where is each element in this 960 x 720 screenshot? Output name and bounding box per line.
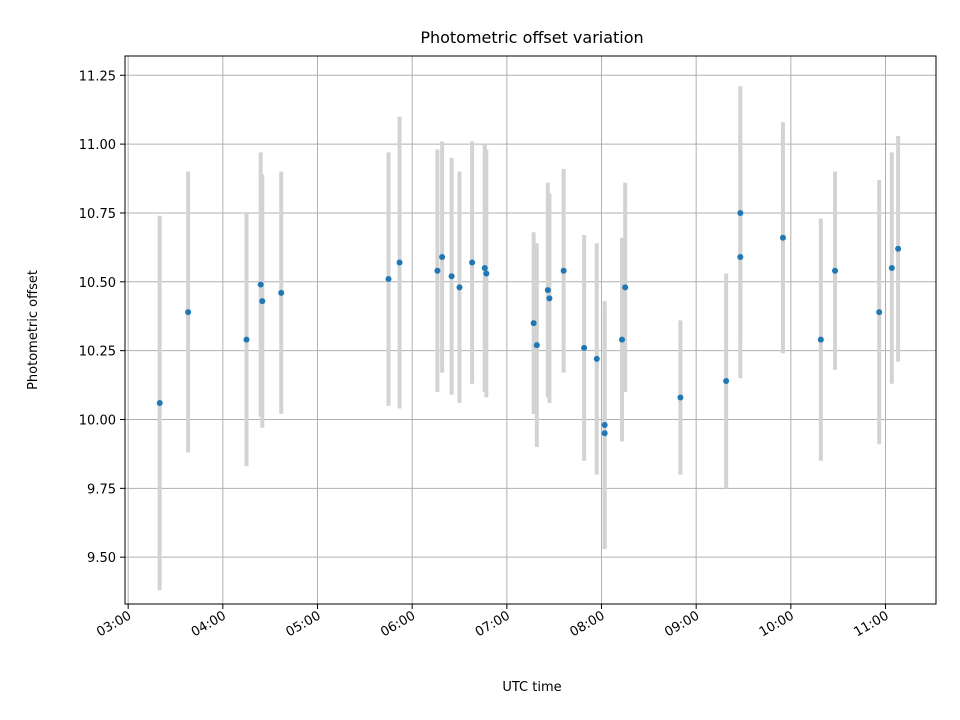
x-tick-label: 08:00 [568, 608, 608, 640]
y-tick-label: 9.75 [87, 482, 116, 497]
plot-frame [124, 55, 937, 605]
data-point [385, 276, 392, 283]
data-point [876, 309, 883, 316]
data-point [622, 284, 629, 291]
y-tick-label: 11.25 [79, 69, 116, 84]
data-point [469, 259, 476, 266]
data-point [601, 430, 608, 437]
chart-title: Photometric offset variation [420, 28, 643, 47]
data-point [396, 259, 403, 266]
data-point [593, 355, 600, 362]
x-tick-label: 04:00 [189, 608, 229, 640]
data-point [832, 267, 839, 274]
data-point [895, 245, 902, 252]
data-point [434, 267, 441, 274]
data-point [185, 309, 192, 316]
data-point [456, 284, 463, 291]
data-point [448, 273, 455, 280]
data-point [737, 209, 744, 216]
y-tick-label: 9.50 [87, 551, 116, 566]
data-point [723, 377, 730, 384]
x-axis-label: UTC time [502, 680, 561, 695]
x-tick-label: 09:00 [662, 608, 702, 640]
point-layer [156, 209, 902, 437]
x-tick-label: 06:00 [378, 608, 418, 640]
data-point [601, 422, 608, 429]
data-point [737, 254, 744, 261]
x-tick-label: 10:00 [757, 608, 797, 640]
data-point [546, 295, 553, 302]
data-point [257, 281, 264, 288]
y-tick-label: 10.75 [79, 207, 116, 222]
data-point [483, 270, 490, 277]
data-point [530, 320, 537, 327]
data-point [439, 254, 446, 261]
x-tick-label: 03:00 [94, 608, 134, 640]
y-tick-label: 10.50 [79, 276, 116, 291]
data-point [779, 234, 786, 241]
y-tick-label: 10.00 [79, 413, 116, 428]
data-point [619, 336, 626, 343]
data-point [888, 265, 895, 272]
data-point [481, 265, 488, 272]
grid-layer [125, 56, 936, 604]
errorbar-layer [157, 86, 901, 591]
data-point [677, 394, 684, 401]
data-point [544, 287, 551, 294]
data-point [581, 344, 588, 351]
data-point [278, 289, 285, 296]
y-axis-label: Photometric offset [26, 270, 41, 390]
x-tick-label: 05:00 [284, 608, 324, 640]
data-point [243, 336, 250, 343]
data-point [560, 267, 567, 274]
data-point [533, 342, 540, 349]
y-tick-label: 11.00 [79, 138, 116, 153]
y-axis-ticks: 9.50 9.75 10.00 10.25 10.50 10.75 11.00 11.25 [79, 69, 125, 566]
x-axis-ticks: 03:00 04:00 05:00 06:00 07:00 08:00 09:00 10:00… [94, 604, 892, 640]
data-point [817, 336, 824, 343]
x-tick-label: 11:00 [852, 608, 892, 640]
data-point [156, 399, 163, 406]
y-tick-label: 10.25 [79, 345, 116, 360]
x-tick-label: 07:00 [473, 608, 513, 640]
data-point [259, 298, 266, 305]
